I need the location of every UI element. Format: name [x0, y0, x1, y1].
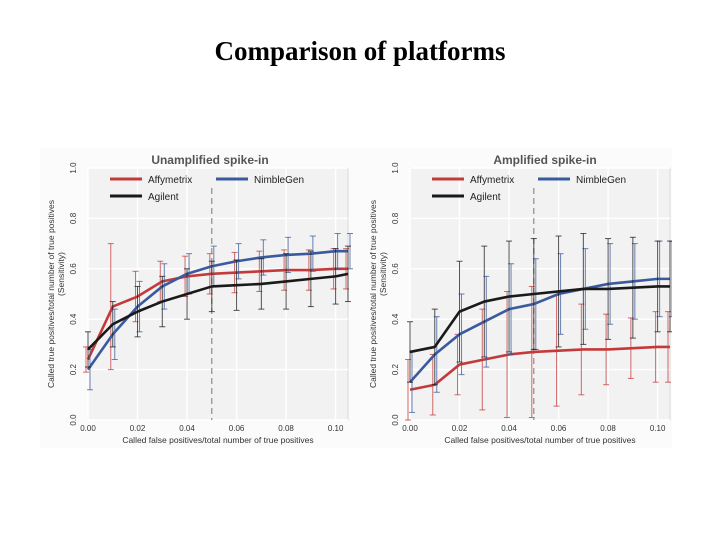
x-tick-label: 0.04 [501, 424, 517, 433]
x-tick-label: 0.02 [452, 424, 468, 433]
y-tick-label: 0.8 [391, 212, 400, 224]
y-tick-label: 0.0 [69, 414, 78, 426]
chart-unamplified: Unamplified spike-in 0.0 0.2 0.4 0.6 0.8 1.0 0.… [46, 153, 353, 445]
x-tick-label: 0.08 [278, 424, 294, 433]
x-axis-label: Called false positives/total number of t… [122, 435, 313, 445]
slide-title: Comparison of platforms [214, 36, 506, 66]
x-tick-label: 0.00 [402, 424, 418, 433]
x-tick-label: 0.10 [328, 424, 344, 433]
series-affymetrix [83, 243, 349, 373]
series-nimblegen [86, 233, 353, 391]
series-line [409, 345, 670, 392]
y-tick-label: 0.4 [69, 313, 78, 325]
y-tick-label: 1.0 [391, 162, 400, 174]
series-line [86, 267, 348, 361]
y-axis-label: Called true positives/total number of tr… [368, 200, 378, 388]
y-tick-label: 0.6 [391, 263, 400, 275]
legend-label: NimbleGen [254, 175, 304, 186]
y-tick-label: 1.0 [69, 162, 78, 174]
legend-label: Affymetrix [148, 175, 192, 186]
x-tick-label: 0.10 [650, 424, 666, 433]
y-axis-label: Called true positives/total number of tr… [46, 200, 56, 388]
x-axis-label: Called false positives/total number of t… [444, 435, 635, 445]
series-agilent [85, 245, 351, 368]
comparison-charts: Unamplified spike-in 0.0 0.2 0.4 0.6 0.8 1.0 0.… [46, 153, 675, 445]
x-tick-label: 0.04 [179, 424, 195, 433]
chart-title: Amplified spike-in [493, 153, 596, 167]
chart-amplified: Amplified spike-in 0.0 0.2 0.4 0.6 0.8 1.0 0.00… [368, 153, 675, 445]
series-line [86, 249, 348, 371]
series-agilent [407, 233, 673, 386]
legend-label: NimbleGen [576, 175, 626, 186]
x-tick-label: 0.02 [130, 424, 146, 433]
legend-label: Agilent [470, 192, 501, 203]
figure-panel: Unamplified spike-in 0.0 0.2 0.4 0.6 0.8 1.0 0.… [40, 148, 675, 448]
y-tick-label: 0.4 [391, 313, 400, 325]
series-line [409, 285, 670, 354]
legend-label: Affymetrix [470, 175, 514, 186]
plot-area [87, 167, 349, 421]
y-axis-label-sub: (Sensitivity) [56, 252, 66, 296]
y-tick-label: 0.2 [391, 363, 400, 375]
x-tick-label: 0.06 [551, 424, 567, 433]
series-line [87, 272, 349, 351]
chart-title: Unamplified spike-in [151, 153, 268, 167]
x-tick-label: 0.00 [80, 424, 96, 433]
legend-label: Agilent [148, 192, 179, 203]
y-axis-label-sub: (Sensitivity) [378, 252, 388, 296]
x-tick-label: 0.06 [229, 424, 245, 433]
y-tick-label: 0.0 [391, 414, 400, 426]
series-nimblegen [409, 240, 675, 413]
y-tick-label: 0.6 [69, 263, 78, 275]
x-tick-label: 0.08 [600, 424, 616, 433]
y-tick-label: 0.2 [69, 363, 78, 375]
y-tick-label: 0.8 [69, 212, 78, 224]
series-line [409, 277, 670, 384]
